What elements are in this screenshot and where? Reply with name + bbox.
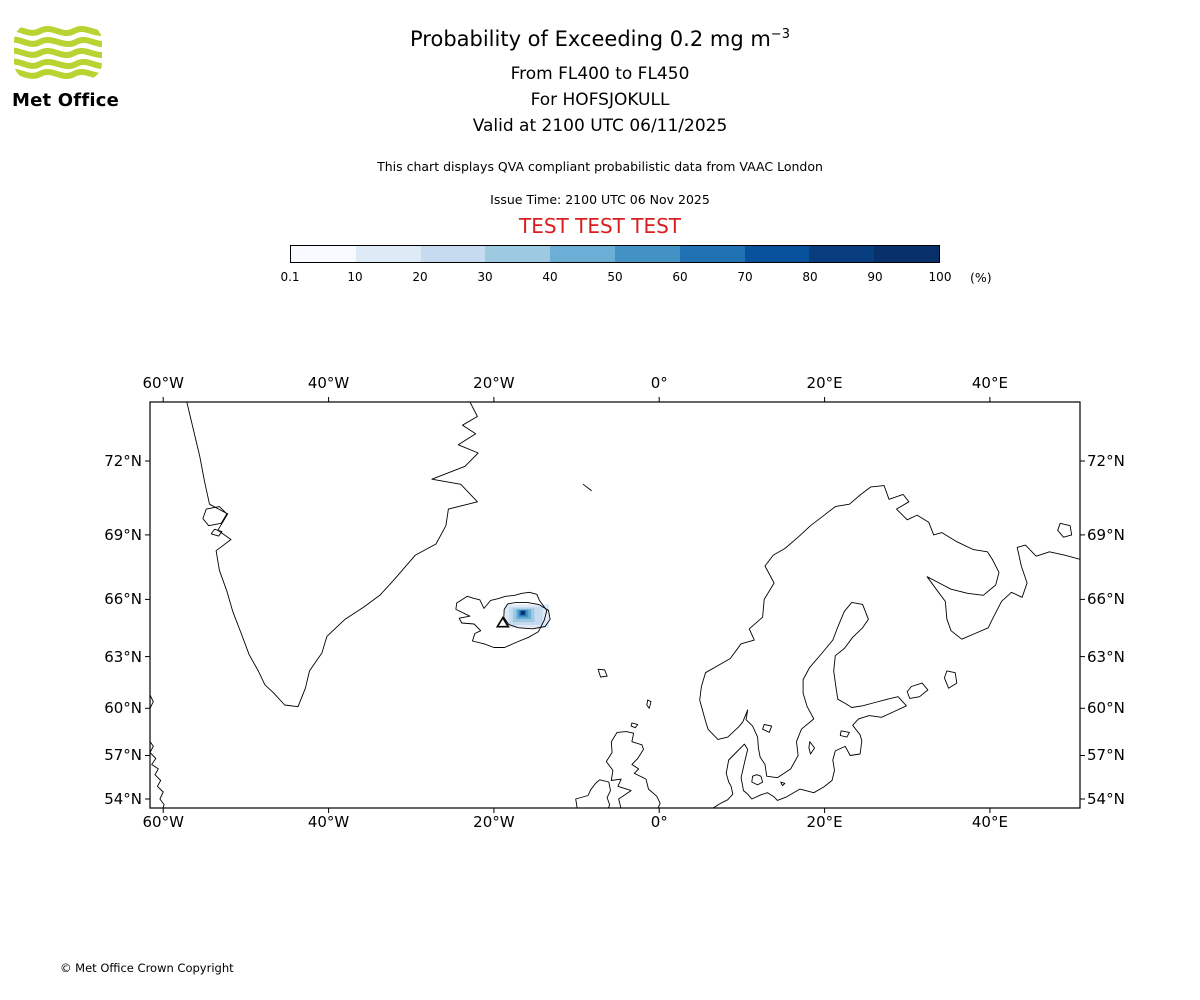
- lat-tick-label-right: 57°N: [1087, 746, 1125, 765]
- lat-tick-label-right: 66°N: [1087, 590, 1125, 609]
- lon-tick-label-top: 20°W: [473, 374, 515, 392]
- lat-tick-label-left: 72°N: [104, 451, 142, 470]
- lat-tick-label-left: 69°N: [104, 525, 142, 544]
- colorbar-unit-label: (%): [970, 270, 992, 285]
- ash-contour-line: [503, 601, 551, 630]
- lon-tick-label-bottom: 20°E: [806, 813, 843, 831]
- coastline-faroe: [597, 668, 608, 678]
- coastline-orkney: [630, 722, 639, 729]
- coastline-lake-vanern: [762, 724, 773, 733]
- lon-tick-label-bottom: 40°W: [307, 813, 350, 831]
- colorbar-segment: [744, 246, 810, 262]
- chart-title-exponent: −3: [770, 27, 790, 42]
- lon-tick-label-top: 20°E: [806, 374, 843, 392]
- subtitle-flight-levels: From FL400 to FL450: [510, 64, 690, 84]
- coastline-greenland: [186, 402, 479, 708]
- colorbar-segment: [874, 246, 939, 262]
- lat-tick-label-right: 60°N: [1087, 699, 1125, 718]
- lon-tick-label-bottom: 40°E: [971, 813, 1008, 831]
- chart-title: Probability of Exceeding 0.2 mg m−3: [0, 27, 1200, 51]
- issue-time: Issue Time: 2100 UTC 06 Nov 2025: [490, 192, 710, 207]
- coastline-iceland: [455, 591, 548, 648]
- subtitle-valid-time: Valid at 2100 UTC 06/11/2025: [472, 116, 728, 136]
- lon-tick-label-top: 0°: [650, 374, 668, 392]
- lon-tick-label-bottom: 20°W: [473, 813, 515, 831]
- chart-title-text: Probability of Exceeding 0.2 mg m: [410, 27, 771, 51]
- coastline-great-britain: [605, 731, 661, 808]
- colorbar-segment: [809, 246, 875, 262]
- lat-tick-label-right: 54°N: [1087, 789, 1125, 808]
- coastline-lake-ladoga: [906, 682, 929, 699]
- colorbar-segment: [485, 246, 551, 262]
- coastline-scandinavia: [699, 485, 1080, 808]
- colorbar-segment: [614, 246, 680, 262]
- coastline-jan-mayen: [582, 483, 592, 492]
- map-frame: [149, 401, 1081, 809]
- colorbar-tick-label: 30: [477, 270, 493, 284]
- subtitle-volcano: For HOFSJOKULL: [530, 90, 670, 110]
- probability-colorbar: [290, 245, 940, 263]
- lat-tick-label-left: 57°N: [104, 746, 142, 765]
- coastline-zealand: [751, 774, 764, 786]
- colorbar-segment: [679, 246, 745, 262]
- met-office-waves-icon: [14, 25, 102, 79]
- coastline-kolguyev: [1057, 522, 1073, 538]
- lon-tick-label-top: 60°W: [142, 374, 184, 392]
- lon-tick-label-bottom: 0°: [650, 813, 668, 831]
- colorbar-segment: [550, 246, 615, 262]
- coastline-labrador: [150, 740, 165, 808]
- lat-tick-label-right: 69°N: [1087, 525, 1125, 544]
- colorbar-tick-label: 90: [867, 270, 883, 284]
- coastline-ireland: [575, 779, 611, 808]
- coastline-shetland: [646, 699, 652, 709]
- colorbar-tick-label: 0.1: [280, 270, 300, 284]
- colorbar-tick-label: 20: [412, 270, 428, 284]
- lon-tick-label-top: 40°W: [307, 374, 350, 392]
- lat-tick-label-right: 63°N: [1087, 647, 1125, 666]
- coastline-disko: [202, 506, 228, 527]
- copyright-notice: © Met Office Crown Copyright: [60, 961, 234, 975]
- coastline-disko2: [210, 528, 223, 537]
- lat-tick-label-left: 63°N: [104, 647, 142, 666]
- coastline-lake-onega: [943, 670, 958, 689]
- coastline-bornholm: [780, 781, 786, 787]
- lon-tick-label-top: 40°E: [971, 374, 1008, 392]
- lat-tick-label-right: 72°N: [1087, 451, 1125, 470]
- lat-tick-label-left: 60°N: [104, 699, 142, 718]
- ash-probability-cell: [520, 610, 525, 615]
- test-banner: TEST TEST TEST: [518, 214, 681, 238]
- colorbar-segment: [420, 246, 486, 262]
- lon-tick-label-bottom: 60°W: [142, 813, 184, 831]
- colorbar-ticks: 0.1 10 20 30 40 50 60 70 80 90 100: [280, 270, 951, 286]
- lat-tick-label-left: 66°N: [104, 590, 142, 609]
- qva-disclaimer: This chart displays QVA compliant probab…: [377, 159, 823, 174]
- colorbar-tick-label: 100: [928, 270, 952, 284]
- lat-tick-label-left: 54°N: [104, 789, 142, 808]
- colorbar-tick-label: 40: [542, 270, 558, 284]
- met-office-logo-text: Met Office: [12, 90, 120, 111]
- colorbar-tick-label: 10: [347, 270, 363, 284]
- colorbar-tick-label: 80: [802, 270, 818, 284]
- volcano-marker: [495, 616, 510, 628]
- colorbar-tick-label: 70: [737, 270, 753, 284]
- map-canvas: [145, 397, 1085, 813]
- coastline-gotland: [808, 741, 816, 755]
- coastline-saaremaa: [839, 730, 850, 738]
- colorbar-tick-label: 60: [672, 270, 688, 284]
- colorbar-segment: [291, 246, 356, 262]
- map-geography: [150, 402, 1080, 808]
- colorbar-tick-label: 50: [607, 270, 623, 284]
- met-office-logo: Met Office: [12, 22, 132, 111]
- colorbar-segment: [355, 246, 421, 262]
